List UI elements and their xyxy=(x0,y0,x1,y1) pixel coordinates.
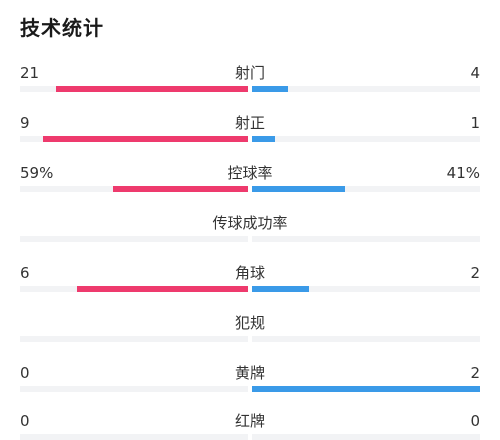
home-bar-track xyxy=(20,236,248,242)
home-bar-track xyxy=(20,386,248,392)
home-bar-track xyxy=(20,186,248,192)
stat-label: 控球率 xyxy=(227,164,273,182)
away-bar-track xyxy=(252,434,480,440)
home-bar xyxy=(77,286,248,292)
home-bar-track xyxy=(20,336,248,342)
home-value: 0 xyxy=(20,364,30,382)
away-bar-track xyxy=(252,86,480,92)
away-bar xyxy=(252,86,289,92)
away-bar xyxy=(252,186,346,192)
away-bar xyxy=(252,286,309,292)
stat-label: 传球成功率 xyxy=(212,214,288,232)
stat-row-pass-accuracy: 传球成功率 xyxy=(0,213,500,253)
home-value: 0 xyxy=(20,412,30,430)
page-title: 技术统计 xyxy=(20,16,104,40)
home-bar xyxy=(113,186,248,192)
stat-row-possession: 59% 控球率 41% xyxy=(0,163,500,203)
away-bar-track xyxy=(252,136,480,142)
stat-label: 角球 xyxy=(234,264,265,282)
stat-label: 红牌 xyxy=(234,412,265,430)
away-value: 0 xyxy=(470,412,480,430)
stat-label: 犯规 xyxy=(234,314,265,332)
home-bar-track xyxy=(20,286,248,292)
away-bar-track xyxy=(252,386,480,392)
stat-row-red-cards: 0 红牌 0 xyxy=(0,411,500,440)
stat-row-shots-on-target: 9 射正 1 xyxy=(0,113,500,153)
stat-label: 黄牌 xyxy=(234,364,265,382)
away-bar-track xyxy=(252,186,480,192)
home-value: 21 xyxy=(20,64,40,82)
away-bar-track xyxy=(252,336,480,342)
home-bar-track xyxy=(20,434,248,440)
away-value: 2 xyxy=(470,264,480,282)
home-value: 59% xyxy=(20,164,54,182)
away-bar xyxy=(252,136,275,142)
stat-label: 射门 xyxy=(234,64,265,82)
away-bar-track xyxy=(252,236,480,242)
stat-row-yellow-cards: 0 黄牌 2 xyxy=(0,363,500,403)
home-bar-track xyxy=(20,136,248,142)
home-bar-track xyxy=(20,86,248,92)
away-value: 2 xyxy=(470,364,480,382)
away-bar xyxy=(252,386,480,392)
stat-row-fouls: 犯规 xyxy=(0,313,500,353)
stat-row-corners: 6 角球 2 xyxy=(0,263,500,303)
away-bar-track xyxy=(252,286,480,292)
stat-row-shots: 21 射门 4 xyxy=(0,63,500,103)
home-bar xyxy=(42,136,248,142)
stat-label: 射正 xyxy=(234,114,265,132)
away-value: 1 xyxy=(470,114,480,132)
away-value: 41% xyxy=(446,164,480,182)
home-value: 9 xyxy=(20,114,30,132)
home-bar xyxy=(56,86,248,92)
home-value: 6 xyxy=(20,264,30,282)
away-value: 4 xyxy=(470,64,480,82)
